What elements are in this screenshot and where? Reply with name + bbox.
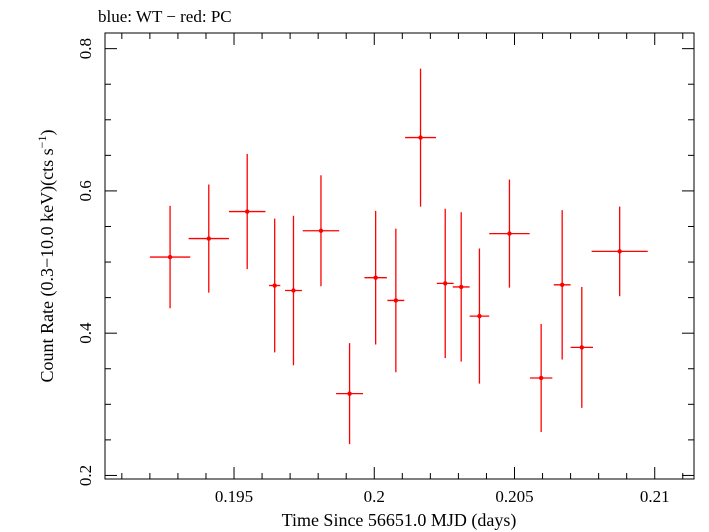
data-points [149, 68, 648, 445]
point-marker [347, 391, 352, 396]
data-point [228, 153, 266, 270]
point-marker [559, 282, 565, 288]
point-marker [393, 298, 399, 303]
data-point [529, 323, 553, 433]
point-marker [507, 231, 512, 236]
y-axis-label: Count Rate (0.3−10.0 keV)(cts s−1) [35, 130, 58, 383]
data-point [269, 218, 281, 353]
data-point [364, 210, 387, 345]
data-point [336, 343, 364, 445]
data-point [553, 210, 571, 360]
data-point [302, 175, 340, 287]
y-tick-label: 0.4 [76, 322, 95, 344]
x-tick-label: 0.2 [364, 487, 385, 506]
y-axis: 0.2 0.4 0.6 0.8 [76, 38, 694, 486]
data-point [591, 206, 648, 297]
point-marker [459, 284, 464, 290]
y-tick-label: 0.8 [76, 38, 95, 59]
data-point [149, 205, 191, 309]
point-marker [291, 288, 296, 293]
plot-frame [104, 32, 695, 480]
point-marker [206, 236, 211, 241]
data-point [387, 228, 405, 373]
point-marker [579, 345, 585, 350]
point-marker [272, 283, 277, 288]
point-marker [373, 275, 378, 280]
data-point [452, 212, 470, 362]
data-point [489, 179, 530, 288]
point-marker [617, 249, 622, 254]
y-tick-label: 0.2 [76, 465, 95, 486]
data-point [405, 68, 436, 207]
x-axis-label: Time Since 56651.0 MJD (days) [282, 510, 517, 531]
point-marker [418, 135, 423, 140]
data-point [188, 184, 229, 293]
y-tick-label: 0.6 [76, 180, 95, 201]
point-marker [245, 209, 250, 214]
point-marker [443, 281, 448, 286]
data-point [285, 215, 302, 366]
point-marker [538, 375, 544, 381]
x-tick-label: 0.195 [215, 487, 253, 506]
x-axis: 0.195 0.2 0.205 0.21 [121, 33, 684, 506]
x-tick-label: 0.205 [495, 487, 533, 506]
point-marker [477, 313, 482, 319]
chart-title: blue: WT − red: PC [98, 7, 232, 26]
point-marker [167, 254, 173, 260]
point-marker [318, 228, 324, 233]
data-point [469, 248, 490, 384]
data-point [436, 208, 454, 359]
data-point [570, 286, 594, 408]
x-tick-label: 0.21 [640, 487, 670, 506]
